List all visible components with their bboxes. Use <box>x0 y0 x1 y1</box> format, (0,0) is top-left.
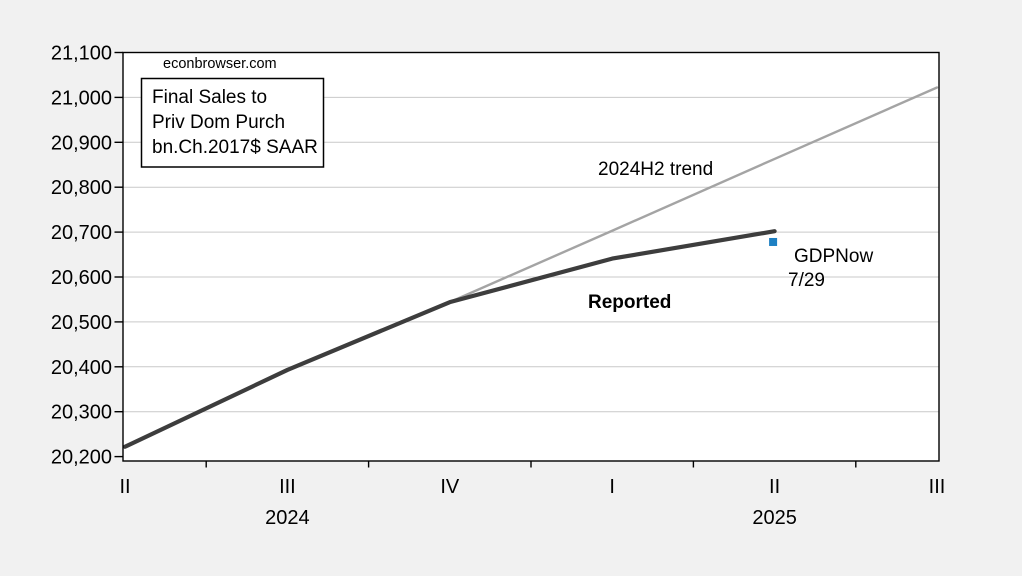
x-axis-year-labels: 2024 2025 <box>265 507 797 529</box>
x-tick-label: III <box>279 476 296 498</box>
y-tick-label: 20,600 <box>51 267 112 289</box>
y-axis-labels: 20,200 20,300 20,400 20,500 20,600 20,700 20,8… <box>51 43 112 469</box>
gdpnow-label-line1: GDPNow <box>794 246 873 267</box>
note-line-1: Final Sales to <box>152 87 267 108</box>
trend-label: 2024H2 trend <box>598 159 713 180</box>
reported-label: Reported <box>588 292 671 313</box>
y-tick-label: 20,800 <box>51 177 112 199</box>
x-tick-label: III <box>929 476 946 498</box>
series-note-box: Final Sales to Priv Dom Purch bn.Ch.2017… <box>140 77 325 168</box>
y-tick-label: 20,300 <box>51 402 112 424</box>
watermark-econbrowser: econbrowser.com <box>163 56 277 72</box>
year-label: 2024 <box>265 507 310 529</box>
x-tick-label: II <box>119 476 130 498</box>
gdpnow-marker <box>769 237 778 246</box>
year-label: 2025 <box>752 507 797 529</box>
x-tick-label: IV <box>440 476 460 498</box>
y-tick-label: 20,700 <box>51 222 112 244</box>
y-tick-label: 20,200 <box>51 447 112 469</box>
note-line-3: bn.Ch.2017$ SAAR <box>152 137 318 158</box>
plot-border <box>122 51 940 462</box>
y-tick-label: 21,000 <box>51 87 112 109</box>
x-axis-labels: II III IV I II III <box>119 476 945 498</box>
x-tick-label: II <box>769 476 780 498</box>
y-tick-label: 21,100 <box>51 43 112 65</box>
y-tick-label: 20,900 <box>51 132 112 154</box>
gdpnow-label-line2: 7/29 <box>788 270 825 291</box>
x-tick-label: I <box>609 476 615 498</box>
note-box-frame <box>140 77 325 168</box>
note-line-2: Priv Dom Purch <box>152 112 285 133</box>
y-axis-ticks <box>114 51 123 458</box>
trend-series-line <box>448 86 939 304</box>
y-tick-label: 20,400 <box>51 357 112 379</box>
x-axis-ticks <box>205 461 857 468</box>
y-tick-label: 20,500 <box>51 312 112 334</box>
reported-series-line <box>122 229 777 449</box>
